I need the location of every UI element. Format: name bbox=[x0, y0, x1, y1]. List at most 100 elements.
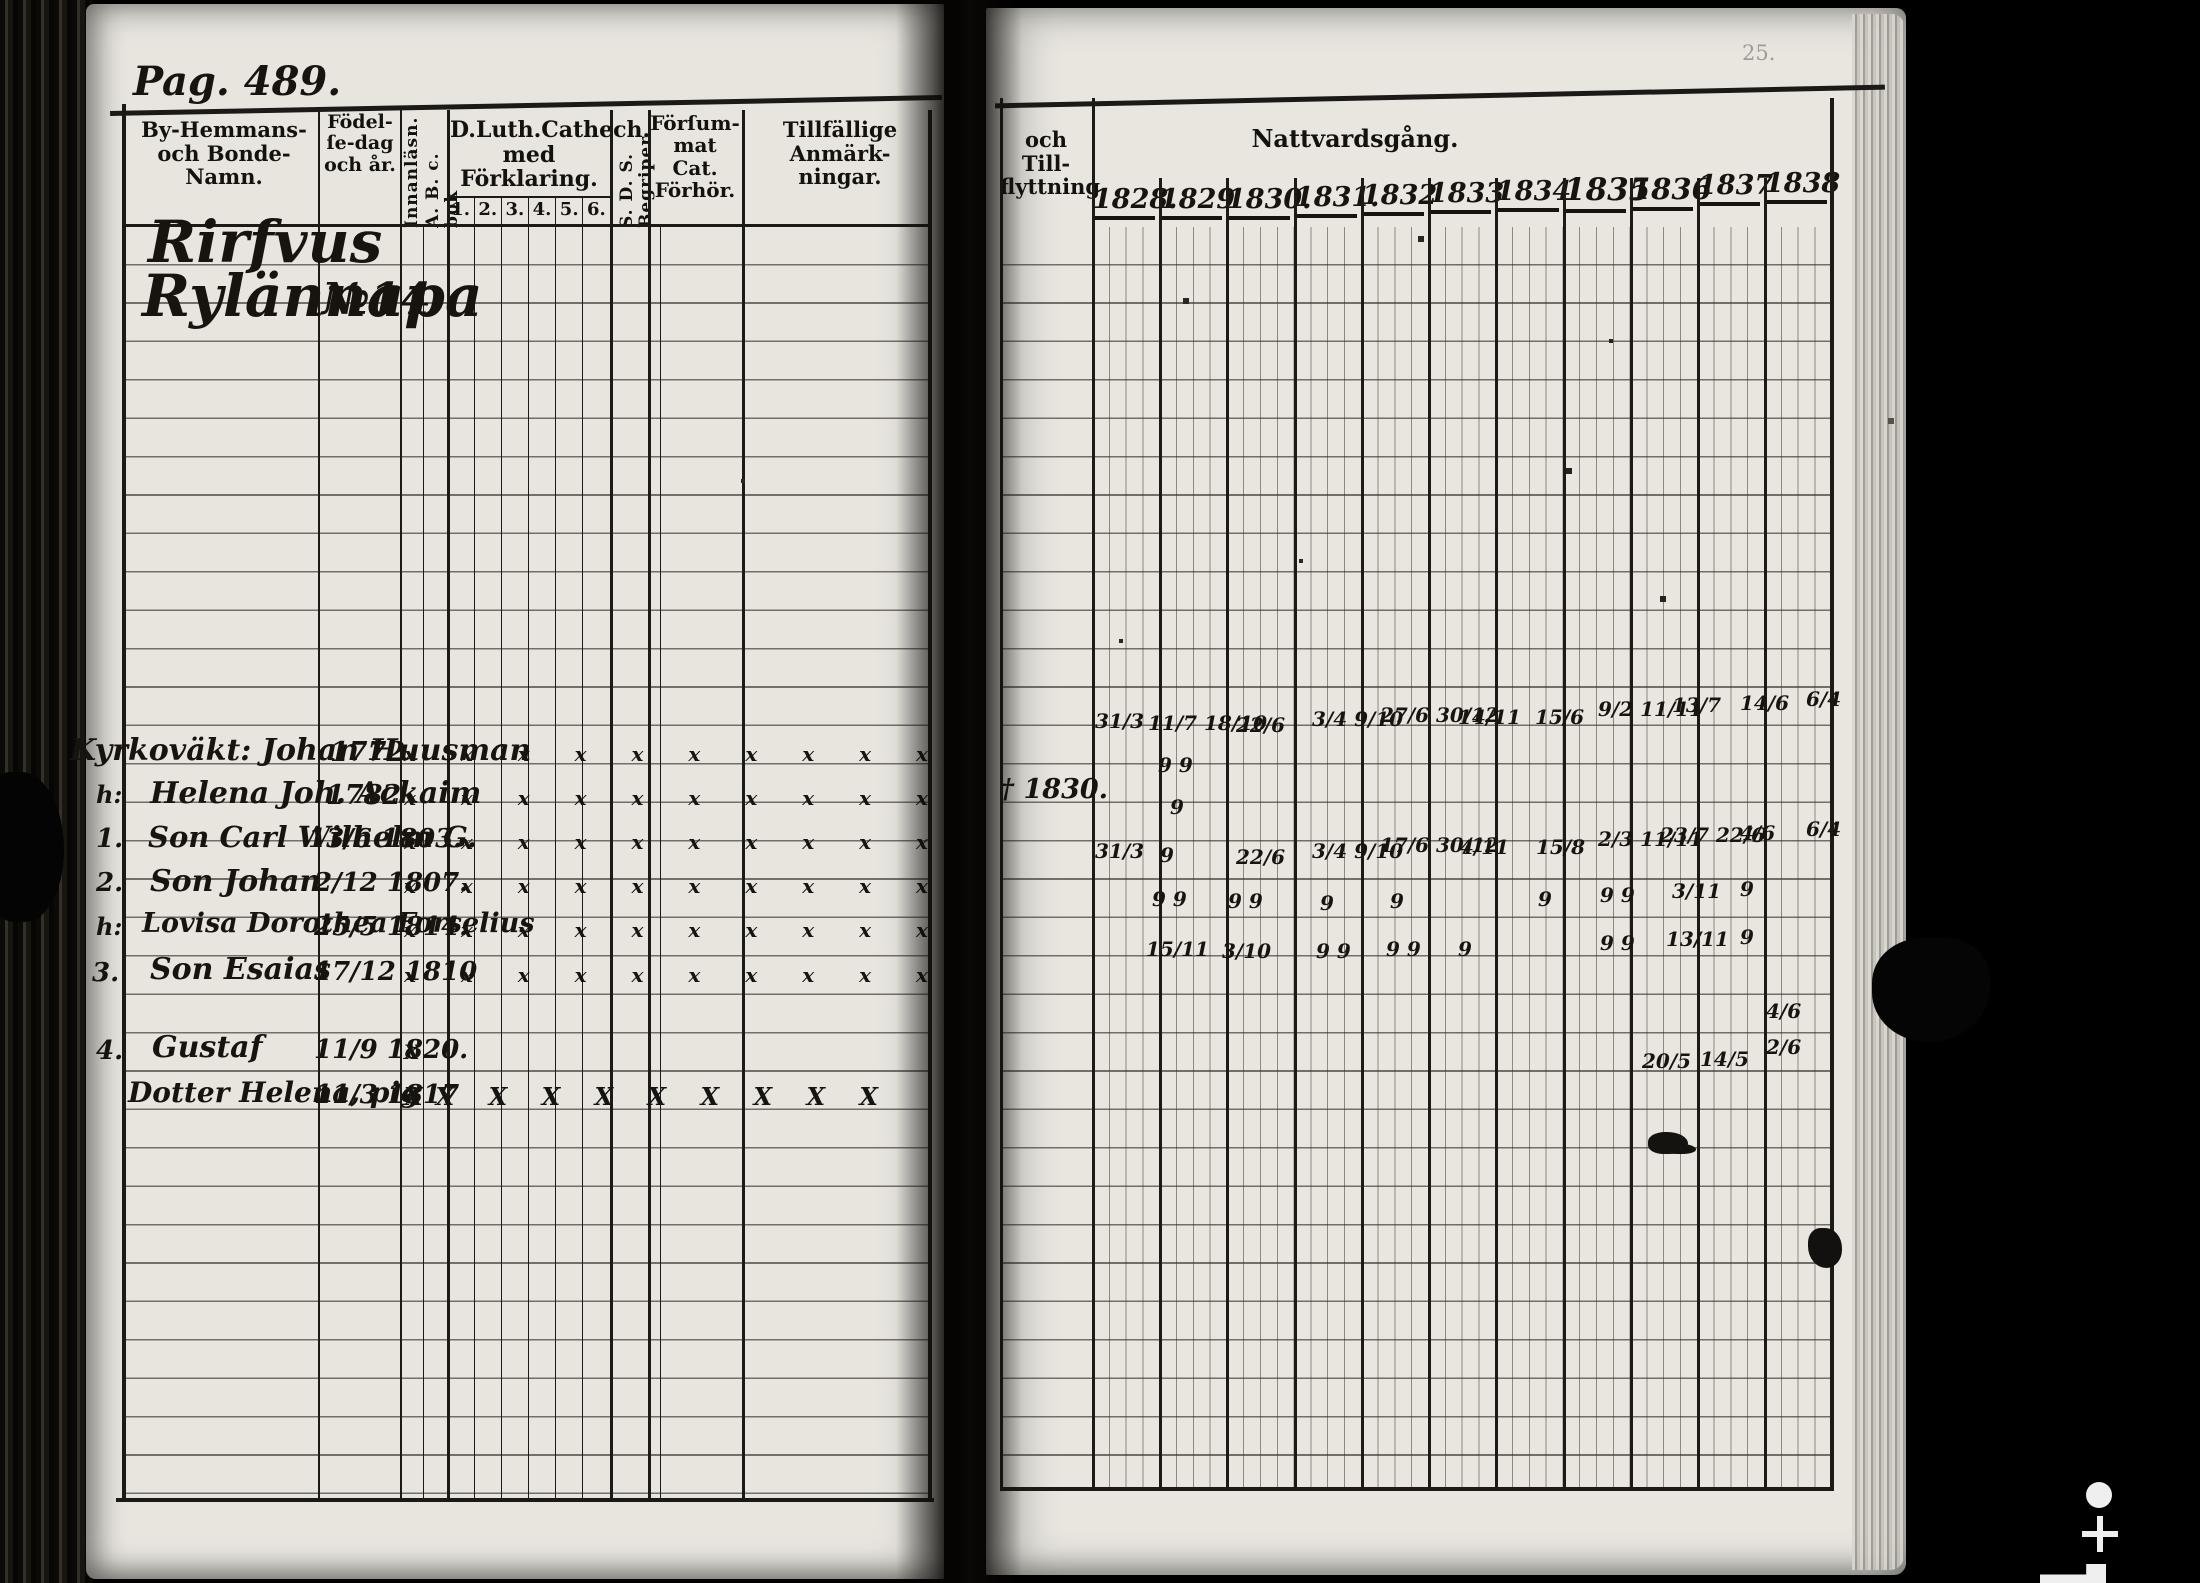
person-name: Son Carl Wilhelm G. bbox=[148, 820, 477, 854]
catline-4 bbox=[555, 197, 556, 1500]
communion-title: Nattvardsgång. bbox=[1251, 124, 1459, 153]
paper-specks bbox=[0, 0, 2, 2]
col-header-notes: Tillfällige Anmärk- ningar. bbox=[782, 117, 898, 190]
communion-mark: 6/4 bbox=[1806, 817, 1842, 841]
person-marks: x x x x x x x x x x bbox=[404, 830, 947, 854]
communion-mark: 2/3 11/11 bbox=[1598, 827, 1704, 851]
year-border-9 bbox=[1697, 178, 1700, 1490]
person-birth: 25/5 1814. bbox=[314, 912, 469, 942]
colline-abc-mid bbox=[423, 227, 424, 1500]
place-name-line1: Rirfvus bbox=[148, 208, 383, 276]
communion-mark: 11/7 18/10 bbox=[1148, 711, 1267, 735]
person-marks: x x x x x x x x x x bbox=[404, 918, 947, 942]
communion-mark: 15/8 bbox=[1536, 835, 1586, 859]
communion-mark: 13/11 bbox=[1666, 927, 1729, 951]
right-bottom-rule bbox=[1000, 1487, 1834, 1491]
book-clamp-right bbox=[1872, 938, 1990, 1042]
gutter-shadow bbox=[896, 0, 1022, 1583]
cat-subcol: 5. bbox=[559, 199, 579, 220]
catline-2 bbox=[501, 197, 502, 1500]
year-border-2 bbox=[1226, 178, 1229, 1490]
scan-registration-dot bbox=[2086, 1482, 2112, 1508]
communion-mark: 2/6 bbox=[1766, 1035, 1802, 1059]
year-border-4 bbox=[1361, 178, 1364, 1490]
communion-mark: 4/6 bbox=[1740, 821, 1776, 845]
person-marks: x x x x x x x x x x bbox=[404, 742, 947, 766]
place-name-line2: Rylännapa bbox=[142, 262, 483, 330]
header-bottom-rule bbox=[122, 224, 932, 227]
scan-registration-cross bbox=[2082, 1516, 2118, 1552]
communion-mark: 13/7 bbox=[1672, 693, 1722, 717]
catline-1 bbox=[474, 197, 475, 1500]
person-name: Lovisa Dorothea Forselius bbox=[142, 908, 535, 939]
person-margin: h: bbox=[96, 780, 123, 809]
communion-mark: 9 bbox=[1740, 877, 1754, 901]
left-ruled-rows bbox=[124, 227, 930, 1499]
communion-mark: 22/6 bbox=[1236, 713, 1286, 737]
person-name: Helena Joh. Ackaim bbox=[150, 776, 482, 811]
year-border-7 bbox=[1563, 178, 1566, 1490]
year-label: 1834 bbox=[1496, 176, 1571, 212]
communion-mark: 3/4 9/10 bbox=[1312, 839, 1404, 863]
person-birth: 2/12 1807. bbox=[314, 868, 469, 898]
communion-mark: 9 9 bbox=[1600, 931, 1635, 955]
communion-mark: 9 bbox=[1538, 887, 1552, 911]
communion-mark: 9 9 bbox=[1386, 937, 1421, 961]
person-birth: 1782 bbox=[326, 780, 402, 811]
communion-mark: 3/4 9/10 bbox=[1312, 707, 1404, 731]
communion-mark: 4/6 bbox=[1766, 999, 1802, 1023]
communion-mark: 23/7 22/6 bbox=[1660, 823, 1766, 847]
cat-subcol: 4. bbox=[532, 199, 552, 220]
colline-sds bbox=[610, 110, 613, 1500]
person-name: Gustaf bbox=[152, 1030, 263, 1065]
communion-mark: 15/11 bbox=[1146, 937, 1209, 961]
colline-missed-inner bbox=[660, 227, 661, 1500]
communion-subgrid bbox=[1092, 227, 1832, 1487]
person-marks: XX X X X X X X X X bbox=[404, 1082, 892, 1111]
communion-mark: 9 bbox=[1160, 843, 1174, 867]
communion-mark: 3/11 bbox=[1672, 879, 1722, 903]
communion-mark: 9 bbox=[1320, 891, 1334, 915]
communion-mark: 9 bbox=[1170, 795, 1184, 819]
communion-mark: 4/11 bbox=[1460, 835, 1510, 859]
left-bottom-rule bbox=[116, 1498, 934, 1502]
year-border-8 bbox=[1630, 178, 1633, 1490]
communion-mark: 9 9 bbox=[1600, 883, 1635, 907]
year-border-3 bbox=[1294, 178, 1297, 1490]
left-table-border-l bbox=[122, 104, 126, 1500]
communion-mark: 9 9 bbox=[1158, 753, 1193, 777]
colline-notes bbox=[742, 110, 745, 1500]
communion-mark: 27/6 30/12 bbox=[1380, 703, 1499, 727]
year-border-1 bbox=[1159, 178, 1162, 1490]
communion-mark: 9 bbox=[1458, 937, 1472, 961]
cat-subcol: 1. bbox=[451, 199, 470, 220]
communion-mark: 6/4 bbox=[1806, 687, 1842, 711]
person-birth: 13/6 1803. bbox=[308, 824, 463, 854]
person-name: Dotter Helena, pig bbox=[128, 1076, 420, 1109]
communion-mark: 17/6 30/12 bbox=[1380, 833, 1499, 857]
catline-3 bbox=[528, 197, 529, 1500]
cat-subcol: 3. bbox=[505, 199, 525, 220]
communion-mark: 9 bbox=[1740, 925, 1754, 949]
colline-missed bbox=[648, 110, 651, 1500]
colline-abc bbox=[400, 110, 402, 1500]
moving-col-header: och Till- flyttning. bbox=[1000, 127, 1108, 200]
colline-birth bbox=[318, 110, 320, 1500]
person-name: Son Esaias bbox=[150, 952, 331, 987]
communion-mark: 9 9 bbox=[1152, 887, 1187, 911]
year-border-5 bbox=[1428, 178, 1431, 1490]
ink-blob-edge bbox=[1808, 1228, 1842, 1268]
person-birth: 17/12 1810 bbox=[314, 957, 478, 987]
col-header-name: By-Hemmans-och Bonde-Namn. bbox=[141, 117, 307, 190]
communion-mark: 14/6 bbox=[1740, 691, 1790, 715]
communion-mark: 14/11 bbox=[1458, 705, 1521, 729]
person-margin: 1. bbox=[96, 824, 124, 854]
communion-mark: 31/3 bbox=[1095, 839, 1145, 863]
person-name: Kyrkoväkt: Johan Huusman bbox=[70, 733, 532, 768]
person-marks: x x x x x x x x x x bbox=[404, 874, 947, 898]
communion-mark: 14/5 bbox=[1700, 1047, 1750, 1071]
colline-cat bbox=[447, 110, 450, 1500]
person-name: Son Johan bbox=[150, 864, 322, 899]
person-margin: 2. bbox=[96, 868, 124, 898]
